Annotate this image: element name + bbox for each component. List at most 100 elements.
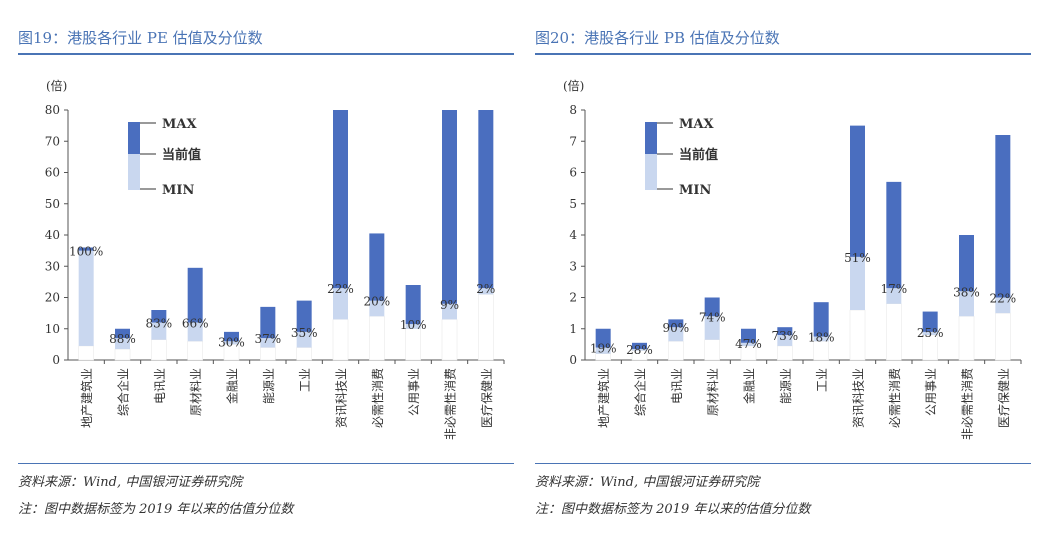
legend-max-label: MAX [162,117,197,132]
y-tick-label: 40 [45,228,60,242]
bar-current-segment [369,300,385,317]
bar-current-segment [296,331,312,348]
category-label: 资讯科技业 [852,368,866,428]
y-tick-label: 70 [45,134,60,148]
y-tick-label: 8 [569,103,577,117]
category-label: 地产建筑业 [79,368,94,428]
bar-current-segment [704,316,720,340]
bar-min-segment [260,347,276,361]
y-tick-label: 30 [45,259,60,273]
pb-figure-panel: 图20：港股各行业 PB 估值及分位数 (倍) 0 1 2 3 4 5 6 7 8 地产建筑业 19%… [535,0,1035,537]
bar-current-segment [151,322,167,340]
category-label: 非必需性消费 [961,368,975,440]
percentile-label: 22% [989,292,1016,306]
legend-max-swatch [128,122,140,154]
bar-current-segment [995,297,1011,314]
bar-max-segment [260,306,276,339]
y-tick-label: 7 [569,134,577,148]
percentile-label: 88% [109,332,136,346]
bar-max-segment [668,319,684,328]
legend-min-label: MIN [162,183,194,198]
pe-figure-panel: 图19：港股各行业 PE 估值及分位数 (倍) 0 10 20 30 40 50 60 70 80… [18,0,518,537]
bar-max-segment [813,302,829,337]
title-rule [18,53,514,55]
category-label: 必需性消费 [371,368,385,428]
bar-current-segment [922,331,938,335]
bar-min-segment [78,345,94,361]
category-label: 能源业 [779,368,793,404]
percentile-label: 10% [400,318,427,332]
source-note: 资料来源：Wind, 中国银河证券研究院 [18,475,243,490]
bar-current-segment [886,288,902,304]
bar-max-segment [442,110,457,304]
y-tick-label: 3 [569,259,577,273]
percentile-label: 20% [363,295,390,309]
bar-current-segment [260,338,276,348]
bar-max-segment [405,285,421,325]
bar-max-segment [478,110,494,289]
legend-current-label: 当前值 [679,147,718,163]
bar-min-segment [187,341,203,361]
legend-current-label: 当前值 [162,147,201,163]
bar-min-segment [405,328,421,361]
y-tick-label: 1 [569,322,577,336]
percentile-label: 73% [771,329,798,343]
y-tick-label: 0 [569,353,577,367]
bar-max-segment [369,233,385,301]
bar-current-segment [78,250,94,346]
figure-title: 图19：港股各行业 PE 估值及分位数 [18,29,263,47]
bar-current-segment [333,288,348,320]
bar-current-segment [405,324,421,329]
legend-min-label: MIN [679,183,711,198]
category-label: 工业 [815,368,829,392]
footer-rule [535,463,1031,464]
bar-current-segment [187,322,203,342]
bar-current-segment [850,256,865,310]
category-label: 公用事业 [407,368,421,416]
pb-chart: (倍) 0 1 2 3 4 5 6 7 8 地产建筑业 19% 综合企业 28% 电讯业 90% 原材料业 74%… [563,78,1022,440]
category-label: 综合企业 [116,368,131,416]
bar-min-segment [296,347,312,361]
percentile-label: 9% [440,298,459,312]
bar-max-segment [886,181,902,289]
percentile-label: 22% [327,282,354,296]
bar-current-segment [442,303,457,320]
category-label: 资讯科技业 [335,368,349,428]
percentile-label: 25% [917,326,944,340]
percentile-label: 38% [953,285,980,299]
bar-max-segment [850,125,865,257]
bar-min-segment [332,319,349,361]
category-label: 电讯业 [670,368,684,404]
bar-max-segment [78,247,94,251]
y-tick-label: 2 [569,291,577,305]
category-label: 电讯业 [153,368,167,404]
bar-max-segment [704,297,720,317]
percentile-label: 18% [808,331,835,345]
bar-max-segment [333,110,348,289]
category-label: 工业 [298,368,312,392]
bar-max-segment [632,342,647,350]
bar-current-segment [668,327,684,342]
bar-max-segment [922,311,938,332]
bar-current-segment [632,349,647,351]
bar-current-segment [115,338,130,350]
percentile-label: 83% [145,317,172,331]
legend-min-swatch [128,154,140,190]
y-tick-label: 10 [45,322,60,336]
y-tick-label: 0 [52,353,60,367]
legend-min-swatch [645,154,657,190]
bar-max-segment [224,331,239,342]
percentile-label: 2% [476,282,495,296]
y-tick-label: 60 [45,166,60,180]
category-label: 金融业 [742,368,757,404]
category-label: 综合企业 [633,368,648,416]
percentile-label: 47% [735,337,762,351]
category-label: 原材料业 [706,368,720,416]
percentile-label: 37% [254,332,281,346]
bar-min-segment [369,316,385,361]
bar-max-segment [595,328,611,348]
category-label: 金融业 [225,368,240,404]
bar-max-segment [995,135,1011,298]
source-note: 资料来源：Wind, 中国银河证券研究院 [535,475,760,490]
y-tick-label: 5 [569,197,577,211]
